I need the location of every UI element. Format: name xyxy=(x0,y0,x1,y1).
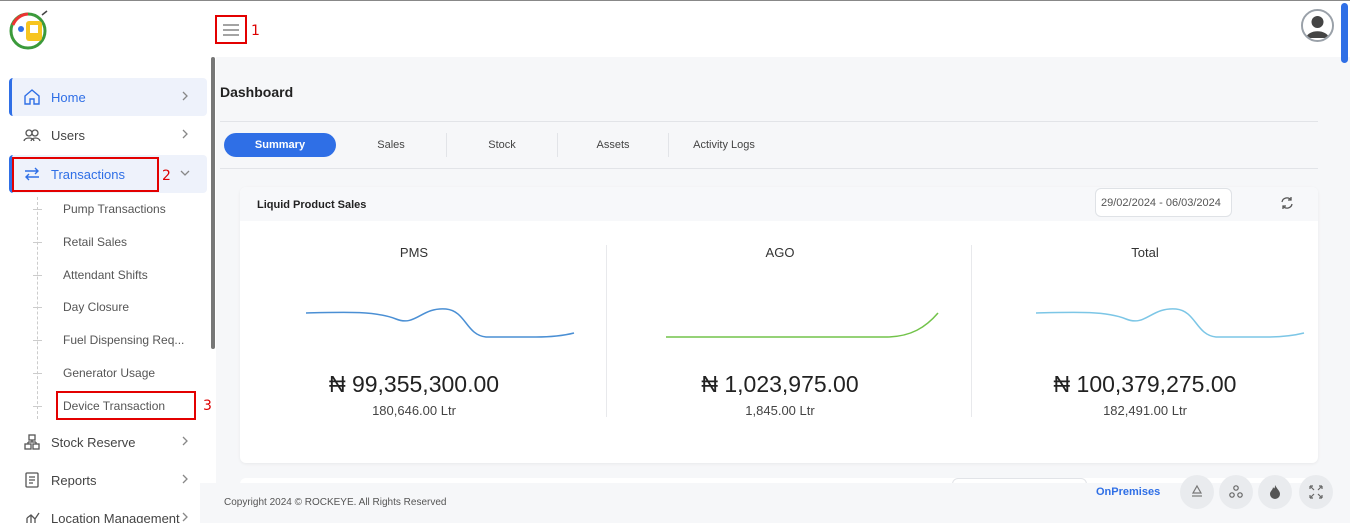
sidebar-item-stock-reserve[interactable]: Stock Reserve xyxy=(9,423,207,461)
submenu-tick xyxy=(33,275,42,276)
copyright-text: Copyright 2024 © ROCKEYE. All Rights Res… xyxy=(224,497,447,508)
sidebar-item-label: Users xyxy=(51,127,85,143)
nodes-button[interactable] xyxy=(1219,475,1253,509)
pms-quantity: 180,646.00 Ltr xyxy=(372,403,456,418)
submenu-tick xyxy=(33,242,42,243)
submenu-item-generator-usage[interactable]: Generator Usage xyxy=(63,366,156,380)
app-logo[interactable] xyxy=(8,9,50,51)
sidebar-item-label: Stock Reserve xyxy=(51,434,136,450)
chevron-right-icon xyxy=(182,436,188,446)
chevron-right-icon xyxy=(182,474,188,484)
deployment-mode-label: OnPremises xyxy=(1096,486,1161,498)
location-icon xyxy=(23,509,41,523)
nodes-icon xyxy=(1229,485,1243,498)
tab-separator xyxy=(557,133,558,157)
highlight-box-transactions xyxy=(12,157,159,192)
total-sparkline xyxy=(1036,308,1305,338)
top-bar: 1 xyxy=(0,0,1350,63)
annotation-3: 3 xyxy=(203,398,212,414)
submenu-item-device-transaction[interactable]: Device Transaction xyxy=(63,399,166,413)
home-icon xyxy=(23,88,41,106)
hamburger-icon xyxy=(223,23,239,36)
column-separator xyxy=(606,245,607,417)
tab-separator xyxy=(446,133,447,157)
submenu-tick xyxy=(33,406,42,407)
sidebar-item-label: Transactions xyxy=(51,166,125,182)
ago-quantity: 1,845.00 Ltr xyxy=(745,403,815,418)
annotation-2: 2 xyxy=(162,168,171,184)
fullscreen-button[interactable] xyxy=(1299,475,1333,509)
total-amount: ₦ 100,379,275.00 xyxy=(1053,371,1237,397)
fullscreen-icon xyxy=(1309,485,1323,499)
annotation-1: 1 xyxy=(251,23,260,39)
report-icon xyxy=(23,471,41,489)
chevron-right-icon xyxy=(182,129,188,139)
submenu-tick xyxy=(33,209,42,210)
recycle-button[interactable] xyxy=(1180,475,1214,509)
refresh-icon[interactable] xyxy=(1279,195,1295,211)
users-icon xyxy=(23,126,41,144)
submenu-item-attendant-shifts[interactable]: Attendant Shifts xyxy=(63,268,148,282)
submenu-tick xyxy=(33,373,42,374)
chevron-right-icon xyxy=(182,512,188,522)
sidebar-item-reports[interactable]: Reports xyxy=(9,461,207,499)
tab-stock[interactable]: Stock xyxy=(488,139,516,151)
footer xyxy=(200,483,1350,523)
fire-button[interactable] xyxy=(1258,475,1292,509)
column-separator xyxy=(971,245,972,417)
stock-icon xyxy=(23,433,41,451)
chevron-right-icon xyxy=(182,91,188,101)
submenu-item-pump-transactions[interactable]: Pump Transactions xyxy=(63,202,166,216)
user-avatar[interactable] xyxy=(1301,9,1334,42)
submenu-tick xyxy=(33,340,42,341)
pms-sparkline xyxy=(306,308,575,338)
submenu-tick xyxy=(33,307,42,308)
submenu-item-day-closure[interactable]: Day Closure xyxy=(63,300,130,314)
pms-label: PMS xyxy=(399,245,429,260)
tab-assets[interactable]: Assets xyxy=(596,139,630,151)
highlight-box-device-transaction xyxy=(56,391,196,420)
card-header: Liquid Product Sales 29/02/2024 - 06/03/… xyxy=(240,187,1318,221)
transfer-icon xyxy=(23,165,41,183)
chevron-down-icon xyxy=(180,170,190,176)
tab-activity-logs[interactable]: Activity Logs xyxy=(693,139,755,151)
tab-sales[interactable]: Sales xyxy=(377,139,405,151)
submenu-guide-line xyxy=(37,197,38,419)
divider xyxy=(220,168,1318,169)
sidebar-item-label: Home xyxy=(51,89,86,105)
total-quantity: 182,491.00 Ltr xyxy=(1103,403,1187,418)
sidebar xyxy=(0,57,216,523)
sidebar-item-home[interactable]: Home xyxy=(9,78,207,116)
total-label: Total xyxy=(1131,245,1159,260)
card-title: Liquid Product Sales xyxy=(257,199,367,211)
submenu-item-retail-sales[interactable]: Retail Sales xyxy=(63,235,128,249)
date-range-picker[interactable]: 29/02/2024 - 06/03/2024 xyxy=(1095,188,1232,217)
sidebar-item-label: Location Management xyxy=(51,510,180,523)
page-scrollbar[interactable] xyxy=(1341,3,1348,63)
ago-sparkline xyxy=(666,312,939,338)
recycle-icon xyxy=(1191,484,1203,497)
fire-icon xyxy=(1270,485,1280,499)
ago-amount: ₦ 1,023,975.00 xyxy=(701,371,859,397)
sidebar-scrollbar[interactable] xyxy=(211,57,215,349)
page-title: Dashboard xyxy=(220,84,294,100)
sidebar-item-location-management[interactable]: Location Management xyxy=(9,499,207,523)
hamburger-menu-button[interactable] xyxy=(215,15,247,44)
tab-summary[interactable]: Summary xyxy=(224,133,336,157)
tab-separator xyxy=(668,133,669,157)
liquid-product-sales-card: Liquid Product Sales 29/02/2024 - 06/03/… xyxy=(240,187,1318,463)
sidebar-item-users[interactable]: Users xyxy=(9,116,207,154)
pms-amount: ₦ 99,355,300.00 xyxy=(328,371,500,397)
sidebar-item-transactions[interactable]: Transactions xyxy=(9,155,207,193)
divider xyxy=(220,121,1318,122)
sidebar-item-label: Reports xyxy=(51,472,97,488)
submenu-item-fuel-dispensing[interactable]: Fuel Dispensing Req... xyxy=(63,333,185,347)
ago-label: AGO xyxy=(765,245,795,260)
